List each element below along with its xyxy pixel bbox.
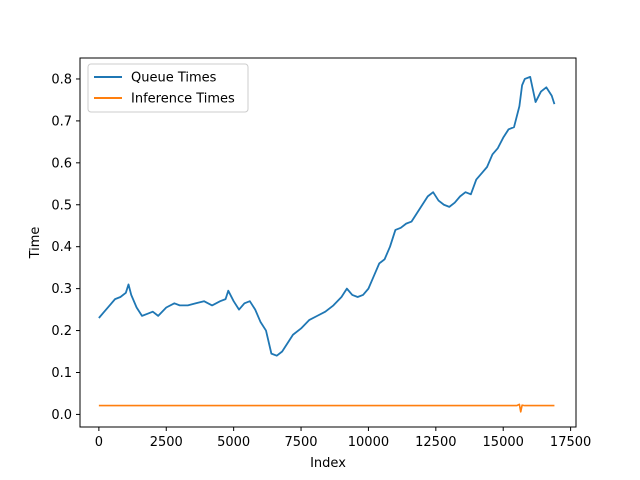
y-tick-label: 0.7: [51, 114, 72, 129]
y-axis-ticks: 0.0 0.1 0.2 0.3 0.4 0.5 0.6 0.7 0.8: [51, 72, 80, 423]
x-tick-label: 17500: [550, 435, 591, 450]
y-tick-label: 0.4: [51, 240, 72, 255]
y-tick-label: 0.6: [51, 156, 72, 171]
series-line-queue-times: [98, 75, 556, 357]
plot-frame: [79, 57, 577, 428]
x-tick-label: 15000: [483, 435, 524, 450]
legend-box: [87, 63, 249, 113]
y-tick-label: 0.3: [51, 282, 72, 297]
x-axis-ticks: 0 2500 5000 7500 10000 12500 15000 17500: [95, 427, 591, 450]
x-tick-label: 12500: [415, 435, 456, 450]
y-tick-label: 0.0: [51, 408, 72, 423]
series-line-inference-times: [98, 403, 555, 413]
legend-label: Inference Times: [131, 92, 235, 107]
x-tick-label: 7500: [284, 435, 317, 450]
x-tick-label: 0: [95, 435, 103, 450]
legend: Queue Times Inference Times: [87, 63, 249, 113]
y-tick-label: 0.2: [51, 324, 72, 339]
y-tick-label: 0.5: [51, 198, 72, 213]
x-tick-label: 10000: [348, 435, 389, 450]
y-axis-label: Time: [28, 227, 43, 260]
x-tick-label: 2500: [150, 435, 183, 450]
x-axis-label: Index: [310, 456, 346, 471]
y-tick-label: 0.8: [51, 72, 72, 87]
x-tick-label: 5000: [217, 435, 250, 450]
legend-label: Queue Times: [131, 71, 217, 86]
y-tick-label: 0.1: [51, 366, 72, 381]
plot-lines: [98, 75, 556, 413]
